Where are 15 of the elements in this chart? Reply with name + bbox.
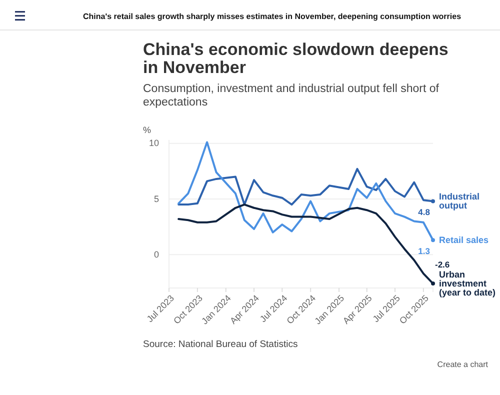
data-label: 1.3: [418, 246, 430, 256]
chart-subtitle: Consumption, investment and industrial output fell short of expectations: [143, 83, 440, 108]
source-note: Source: National Bureau of Statistics: [143, 339, 298, 350]
y-tick-label: 0: [154, 249, 159, 260]
chart-title: China's economic slowdown deepens in November: [143, 40, 448, 77]
text: China's retail sales growth sharply misses estimates in November, deepening consumption worries: [83, 12, 462, 21]
series-label: Industrial output: [439, 192, 480, 211]
y-axis-title: %: [143, 125, 152, 135]
series-label: Urban investment (year to date): [439, 270, 496, 298]
data-label: -2.6: [435, 260, 450, 270]
y-tick-label: 10: [148, 138, 159, 148]
data-label: 4.8: [418, 207, 430, 218]
text: Create a chart: [437, 360, 489, 369]
y-tick-label: 5: [154, 194, 159, 204]
series-label: Retail sales: [439, 235, 489, 246]
